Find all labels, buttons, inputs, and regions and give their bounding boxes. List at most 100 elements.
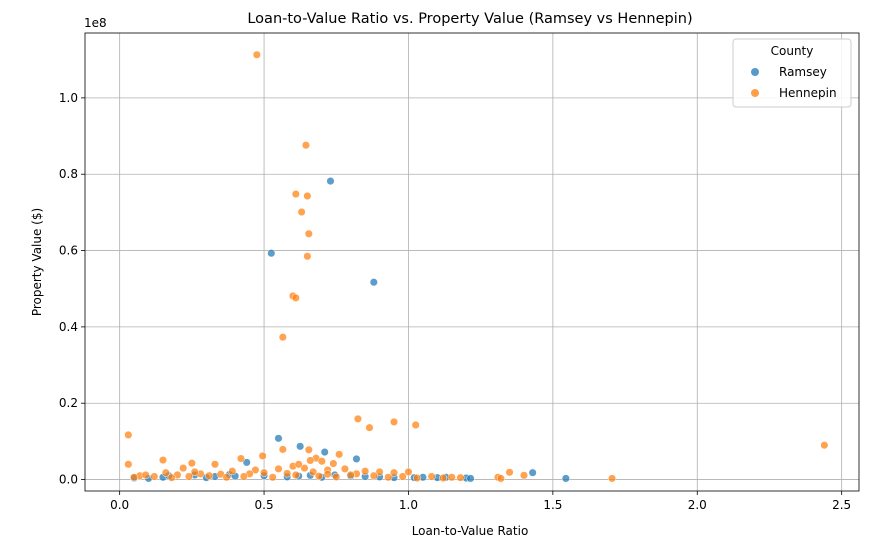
y-tick-label: 1.0 (59, 91, 78, 105)
data-point-hennepin (179, 464, 188, 473)
data-point-hennepin (228, 467, 237, 476)
data-point-hennepin (205, 471, 214, 480)
data-point-hennepin (274, 464, 283, 473)
data-point-hennepin (124, 460, 133, 469)
data-point-hennepin (184, 472, 194, 481)
data-point-hennepin (303, 252, 312, 261)
data-point-hennepin (294, 460, 303, 469)
legend-marker-ramsey (751, 68, 759, 76)
plot-area-frame (84, 32, 860, 492)
data-point-hennepin (309, 467, 318, 476)
legend-marker-hennepin (751, 89, 759, 97)
data-point-hennepin (398, 472, 407, 481)
data-point-hennepin (283, 469, 292, 478)
data-points (124, 50, 829, 483)
chart-title: Loan-to-Value Ratio vs. Property Value (… (247, 11, 692, 27)
y-tick-label: 0.2 (59, 396, 78, 410)
data-point-hennepin (291, 293, 300, 302)
axis-ticks: 0.0 0.5 1.0 1.5 2.0 2.5 0.0 0.2 0.4 0.6 0.8 1.0 (59, 91, 851, 512)
data-point-hennepin (496, 474, 505, 483)
y-tick-label: 0.8 (59, 167, 78, 181)
data-point-hennepin (365, 423, 374, 432)
data-point-hennepin (236, 454, 246, 463)
data-point-hennepin (505, 468, 514, 477)
y-tick-label: 0.4 (59, 320, 78, 334)
data-point-ramsey (561, 474, 570, 483)
data-point-hennepin (340, 464, 349, 473)
data-point-hennepin (304, 445, 313, 454)
data-point-hennepin (278, 333, 287, 342)
data-point-hennepin (239, 472, 248, 481)
data-point-hennepin (384, 473, 393, 482)
data-point-hennepin (323, 470, 332, 479)
x-tick-label: 0.0 (110, 498, 129, 512)
data-point-hennepin (161, 468, 170, 477)
x-tick-label: 1.5 (543, 498, 562, 512)
data-point-ramsey (352, 454, 361, 463)
data-point-hennepin (389, 417, 399, 426)
data-point-ramsey (326, 177, 335, 186)
data-point-hennepin (413, 473, 422, 483)
data-point-ramsey (466, 474, 475, 483)
data-point-hennepin (300, 464, 309, 473)
data-point-hennepin (304, 229, 313, 238)
data-point-hennepin (251, 465, 260, 475)
data-point-hennepin (335, 450, 344, 459)
y-axis-label: Property Value ($) (30, 208, 44, 316)
data-point-ramsey (528, 468, 537, 477)
data-point-hennepin (447, 473, 456, 482)
data-point-hennepin (456, 473, 465, 482)
data-point-hennepin (332, 472, 341, 481)
legend-label-hennepin: Hennepin (779, 86, 837, 100)
data-point-hennepin (222, 473, 231, 482)
data-point-hennepin (361, 467, 370, 476)
data-point-hennepin (404, 467, 413, 476)
data-point-ramsey (369, 278, 378, 287)
data-point-hennepin (124, 430, 133, 439)
data-point-hennepin (268, 473, 277, 482)
data-point-hennepin (278, 445, 287, 454)
legend-title: County (771, 44, 814, 58)
data-point-hennepin (439, 473, 448, 483)
data-point-ramsey (242, 458, 251, 467)
data-point-hennepin (291, 190, 300, 199)
legend: County Ramsey Hennepin (732, 38, 852, 108)
x-tick-label: 0.5 (255, 498, 274, 512)
data-point-hennepin (411, 420, 420, 430)
y-tick-label: 0.6 (59, 244, 78, 258)
data-point-hennepin (369, 471, 378, 480)
y-offset-text: 1e8 (84, 16, 107, 30)
x-tick-label: 2.0 (688, 498, 707, 512)
data-point-hennepin (260, 468, 269, 477)
data-point-hennepin (291, 470, 300, 480)
data-point-hennepin (820, 441, 829, 450)
data-point-hennepin (252, 50, 261, 59)
data-point-hennepin (314, 472, 323, 481)
data-point-hennepin (158, 456, 168, 465)
x-tick-label: 1.0 (399, 498, 418, 512)
data-point-hennepin (190, 467, 199, 476)
x-axis-label: Loan-to-Value Ratio (412, 524, 529, 538)
data-point-hennepin (375, 467, 384, 476)
data-point-hennepin (297, 207, 306, 217)
data-point-hennepin (301, 141, 310, 150)
data-point-hennepin (329, 459, 338, 468)
data-point-hennepin (608, 474, 617, 483)
data-point-ramsey (320, 448, 329, 457)
legend-label-ramsey: Ramsey (779, 65, 827, 79)
data-point-hennepin (306, 456, 315, 465)
x-tick-label: 2.5 (832, 498, 851, 512)
data-point-hennepin (130, 473, 139, 482)
data-point-hennepin (427, 472, 436, 481)
data-point-hennepin (346, 470, 355, 480)
data-point-hennepin (187, 459, 196, 468)
data-point-ramsey (296, 442, 305, 451)
data-point-ramsey (274, 434, 283, 443)
data-point-ramsey (267, 249, 276, 258)
data-point-hennepin (167, 473, 176, 482)
data-point-hennepin (303, 191, 312, 201)
y-tick-label: 0.0 (59, 473, 78, 487)
data-point-hennepin (258, 451, 267, 460)
data-point-hennepin (141, 470, 150, 480)
data-point-hennepin (150, 472, 159, 481)
